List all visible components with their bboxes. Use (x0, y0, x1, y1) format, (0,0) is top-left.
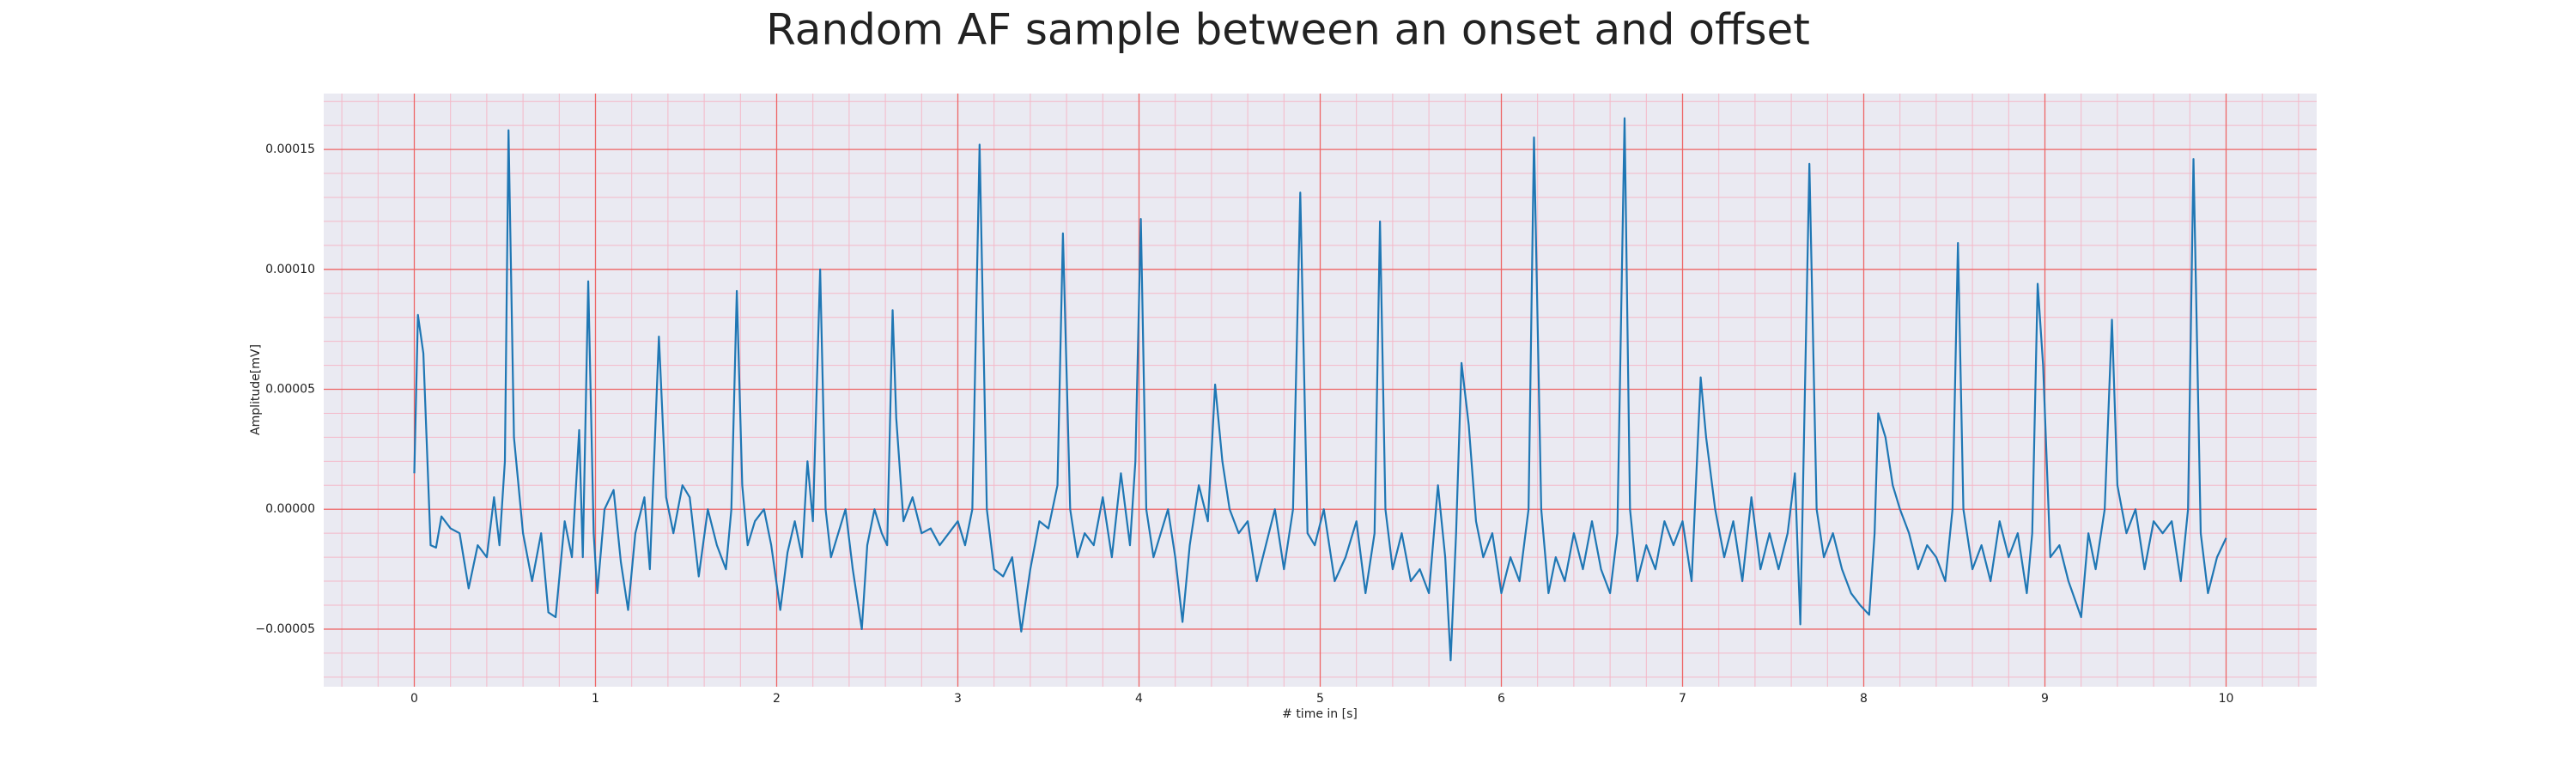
y-tick-label: 0.00010 (265, 263, 315, 276)
x-tick-label: 2 (773, 692, 781, 706)
x-tick-label: 8 (1860, 692, 1868, 706)
x-tick-label: 5 (1316, 692, 1324, 706)
ticks: 0 1 2 3 4 5 6 7 8 9 10 −0.00005 0.00000 0.00005 0.0001… (255, 142, 2233, 706)
x-tick-label: 4 (1135, 692, 1143, 706)
x-tick-label: 6 (1498, 692, 1505, 706)
y-tick-label: 0.00005 (265, 383, 315, 397)
x-tick-label: 9 (2041, 692, 2049, 706)
y-axis-label: Amplitude[mV] (249, 344, 263, 435)
x-tick-label: 0 (410, 692, 418, 706)
y-tick-label: −0.00005 (255, 622, 315, 636)
chart-title: Random AF sample between an onset and of… (766, 5, 1810, 55)
x-axis-label: # time in [s] (1282, 707, 1358, 721)
plot (413, 117, 2227, 662)
y-tick-label: 0.00015 (265, 142, 315, 156)
x-tick-label: 1 (592, 692, 599, 706)
y-tick-label: 0.00000 (265, 502, 315, 516)
x-tick-label: 7 (1679, 692, 1686, 706)
x-tick-label: 3 (954, 692, 962, 706)
x-tick-label: 10 (2219, 692, 2234, 706)
data-line (413, 117, 2227, 662)
